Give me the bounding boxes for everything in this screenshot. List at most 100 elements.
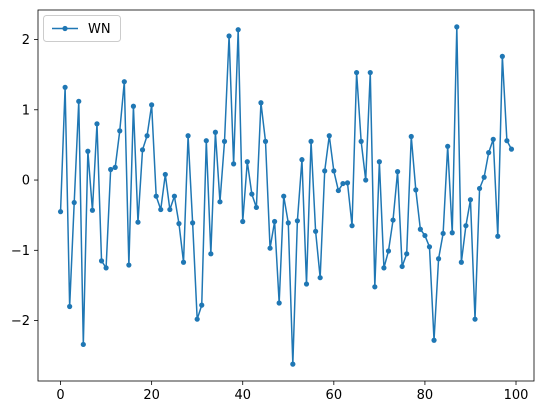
x-tick-label: 60 [326, 388, 343, 403]
data-point [440, 230, 446, 237]
series-layer [57, 24, 515, 367]
data-point [262, 138, 269, 144]
data-point [194, 316, 200, 322]
data-point [89, 207, 96, 213]
data-point [331, 168, 337, 174]
data-point [495, 233, 501, 239]
data-point [103, 265, 109, 271]
y-tick-label: 2 [22, 33, 30, 48]
data-point [340, 180, 346, 187]
data-point [308, 138, 314, 144]
data-point [372, 284, 378, 290]
data-point [199, 302, 205, 308]
data-point [126, 262, 132, 268]
data-point [244, 159, 250, 165]
data-point [281, 193, 287, 199]
data-point [76, 98, 82, 104]
data-point [349, 223, 355, 229]
data-point [431, 337, 437, 343]
data-point [117, 128, 123, 134]
data-point [413, 187, 419, 193]
data-point [203, 138, 209, 144]
data-point [272, 218, 278, 225]
data-point [449, 230, 455, 236]
x-tick-label: 100 [504, 388, 529, 403]
data-point [467, 197, 474, 203]
x-tick-label: 0 [56, 388, 64, 403]
data-point [135, 219, 141, 225]
data-point [299, 157, 305, 163]
data-point [322, 168, 328, 174]
data-point [394, 169, 401, 175]
data-point [180, 259, 187, 265]
data-point [57, 209, 64, 215]
data-point [167, 206, 173, 213]
legend-marker-icon [62, 25, 68, 32]
data-point [240, 218, 246, 225]
data-point [67, 303, 73, 310]
legend-label: WN [88, 22, 111, 37]
data-point [367, 69, 373, 76]
data-point [472, 316, 478, 322]
data-point [463, 223, 469, 229]
data-point [276, 300, 282, 306]
data-point [176, 221, 182, 227]
data-point [190, 220, 196, 226]
data-point [454, 24, 460, 30]
data-point [390, 217, 396, 223]
data-point [486, 150, 492, 156]
data-point [344, 180, 351, 186]
data-point [499, 53, 505, 59]
x-tick-label: 80 [417, 388, 434, 403]
data-point [417, 226, 423, 232]
data-point [94, 121, 100, 127]
data-point [285, 220, 291, 226]
data-point [62, 84, 68, 90]
data-point [408, 133, 414, 140]
data-point [404, 251, 410, 257]
data-point [162, 171, 168, 178]
data-point [153, 193, 159, 199]
data-point [85, 148, 91, 154]
data-point [144, 133, 150, 139]
x-tick-label: 40 [234, 388, 251, 403]
data-point [208, 251, 214, 257]
data-point [354, 69, 360, 76]
data-point [481, 174, 487, 180]
data-point [253, 204, 259, 211]
data-point [313, 228, 319, 234]
y-tick-label: −2 [11, 314, 30, 329]
data-point [326, 133, 332, 139]
data-point [358, 138, 364, 144]
data-point [121, 79, 127, 85]
data-point [221, 138, 228, 144]
axes: 0 20 40 60 80 100 −2 −1 0 1 2 [11, 9, 535, 403]
data-point [399, 263, 405, 270]
data-point [385, 248, 392, 254]
data-point [445, 143, 451, 149]
legend-box [43, 15, 121, 42]
data-point [490, 136, 496, 142]
data-point [231, 161, 237, 167]
data-point [130, 103, 137, 109]
data-point [158, 206, 164, 213]
data-point [317, 275, 323, 281]
data-point [458, 259, 464, 265]
plot-frame [37, 9, 535, 382]
x-tick-label: 20 [143, 388, 160, 403]
data-point [504, 138, 510, 144]
data-point [112, 164, 118, 170]
data-point [508, 146, 515, 152]
data-point [235, 27, 241, 33]
data-point [71, 199, 77, 206]
data-point [217, 199, 223, 205]
data-point [381, 265, 387, 271]
data-point [249, 191, 255, 197]
data-point [294, 218, 300, 224]
y-tick-label: 1 [22, 103, 30, 118]
data-point [108, 166, 114, 173]
data-point [98, 258, 105, 264]
data-point [212, 129, 218, 135]
y-tick-label: −1 [11, 244, 30, 259]
